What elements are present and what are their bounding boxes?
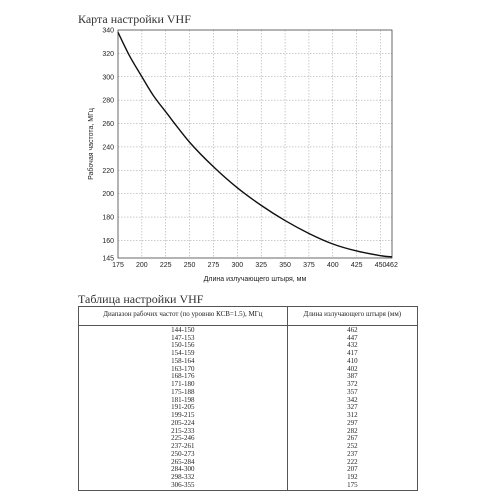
table-row: 154-159 417 <box>78 349 419 358</box>
whip-length-cell: 175 <box>286 481 419 490</box>
tuning-table: Диапазон рабочих частот (по уровню КСВ=1… <box>78 306 419 491</box>
frequency-range-cell: 306-355 <box>78 481 288 490</box>
table-row: 163-170 402 <box>78 365 419 374</box>
whip-length-cell: 387 <box>286 372 419 381</box>
y-tick-label: 280 <box>102 98 114 105</box>
y-tick-labels: 145 160 180 200 220 240 260 280 300 320 340 <box>102 28 114 263</box>
x-tick-label: 400 <box>327 262 339 269</box>
x-tick-label: 375 <box>303 262 315 269</box>
whip-length-cell: 297 <box>286 419 419 428</box>
x-tick-label: 450 <box>375 262 387 269</box>
y-tick-label: 260 <box>102 121 114 128</box>
table-row: 175-188 357 <box>78 388 419 397</box>
x-tick-labels: 175 200 225 250 275 300 325 350 375 400 425 450 462 <box>112 262 398 269</box>
table-row: 158-164 410 <box>78 357 419 366</box>
table-row: 168-176 387 <box>78 372 419 381</box>
table-row: 205-224 297 <box>78 419 419 428</box>
x-tick-label: 425 <box>351 262 363 269</box>
y-tick-label: 180 <box>102 215 114 222</box>
header-frequency-range: Диапазон рабочих частот (по уровню КСВ=1… <box>78 306 288 326</box>
table-row: 171-180 372 <box>78 380 419 389</box>
table-body: 144-150 462 147-153 447 150-156 432 154-159 417… <box>78 325 419 490</box>
table-row: 265-284 222 <box>78 458 419 467</box>
chart-title: Карта настройки VHF <box>78 12 191 26</box>
table-row: 144-150 462 <box>78 325 419 335</box>
table-row: 215-233 282 <box>78 427 419 436</box>
y-tick-label: 145 <box>102 256 114 263</box>
y-tick-label: 320 <box>102 51 114 58</box>
table-row: 306-355 175 <box>78 481 419 490</box>
whip-length-cell: 237 <box>286 450 419 459</box>
x-tick-label: 200 <box>136 262 148 269</box>
x-tick-label: 300 <box>231 262 243 269</box>
whip-length-cell: 402 <box>286 365 419 374</box>
y-tick-label: 240 <box>102 144 114 151</box>
y-tick-label: 220 <box>102 168 114 175</box>
whip-length-cell: 267 <box>286 434 419 443</box>
table-row: 191-205 327 <box>78 403 419 412</box>
whip-length-cell: 312 <box>286 411 419 420</box>
table-row: 298-332 192 <box>78 473 419 482</box>
whip-length-cell: 357 <box>286 388 419 397</box>
x-tick-label: 350 <box>279 262 291 269</box>
x-tick-label: 250 <box>184 262 196 269</box>
table-row: 147-153 447 <box>78 334 419 343</box>
whip-length-cell: 410 <box>286 357 419 366</box>
table-row: 237-261 252 <box>78 442 419 451</box>
x-tick-label: 275 <box>208 262 220 269</box>
whip-length-cell: 327 <box>286 403 419 412</box>
y-tick-label: 160 <box>102 238 114 245</box>
whip-length-cell: 192 <box>286 473 419 482</box>
whip-length-cell: 282 <box>286 427 419 436</box>
whip-length-cell: 372 <box>286 380 419 389</box>
tuning-chart: 175 200 225 250 275 300 325 350 375 400 425 450 462 … <box>87 28 398 284</box>
y-tick-label: 340 <box>102 28 114 35</box>
whip-length-cell: 207 <box>286 465 419 474</box>
table-title: Таблица настройки VHF <box>78 292 204 306</box>
table-row: 225-246 267 <box>78 434 419 443</box>
whip-length-cell: 222 <box>286 458 419 467</box>
x-tick-label: 225 <box>160 262 172 269</box>
whip-length-cell: 342 <box>286 396 419 405</box>
whip-length-cell: 432 <box>286 341 419 350</box>
chart-grid <box>118 30 392 258</box>
whip-length-cell: 252 <box>286 442 419 451</box>
table-row: 284-300 207 <box>78 465 419 474</box>
x-axis-label: Длина излучающего штыря, мм <box>204 276 307 283</box>
x-tick-label: 462 <box>386 262 398 269</box>
table-row: 199-215 312 <box>78 411 419 420</box>
y-axis-label: Рабочая частота, МГц <box>87 108 95 180</box>
x-tick-label: 325 <box>255 262 267 269</box>
x-tick-label: 175 <box>112 262 124 269</box>
table-row: 181-198 342 <box>78 396 419 405</box>
plot-frame <box>117 29 393 259</box>
table-row: 150-156 432 <box>78 341 419 350</box>
header-whip-length: Длина излучающего штыря (мм) <box>286 306 419 326</box>
y-tick-label: 300 <box>102 74 114 81</box>
y-tick-label: 200 <box>102 191 114 198</box>
whip-length-cell: 447 <box>286 334 419 343</box>
whip-length-cell: 462 <box>286 325 419 335</box>
whip-length-cell: 417 <box>286 349 419 358</box>
series-line <box>117 32 393 258</box>
table-row: 250-273 237 <box>78 450 419 459</box>
